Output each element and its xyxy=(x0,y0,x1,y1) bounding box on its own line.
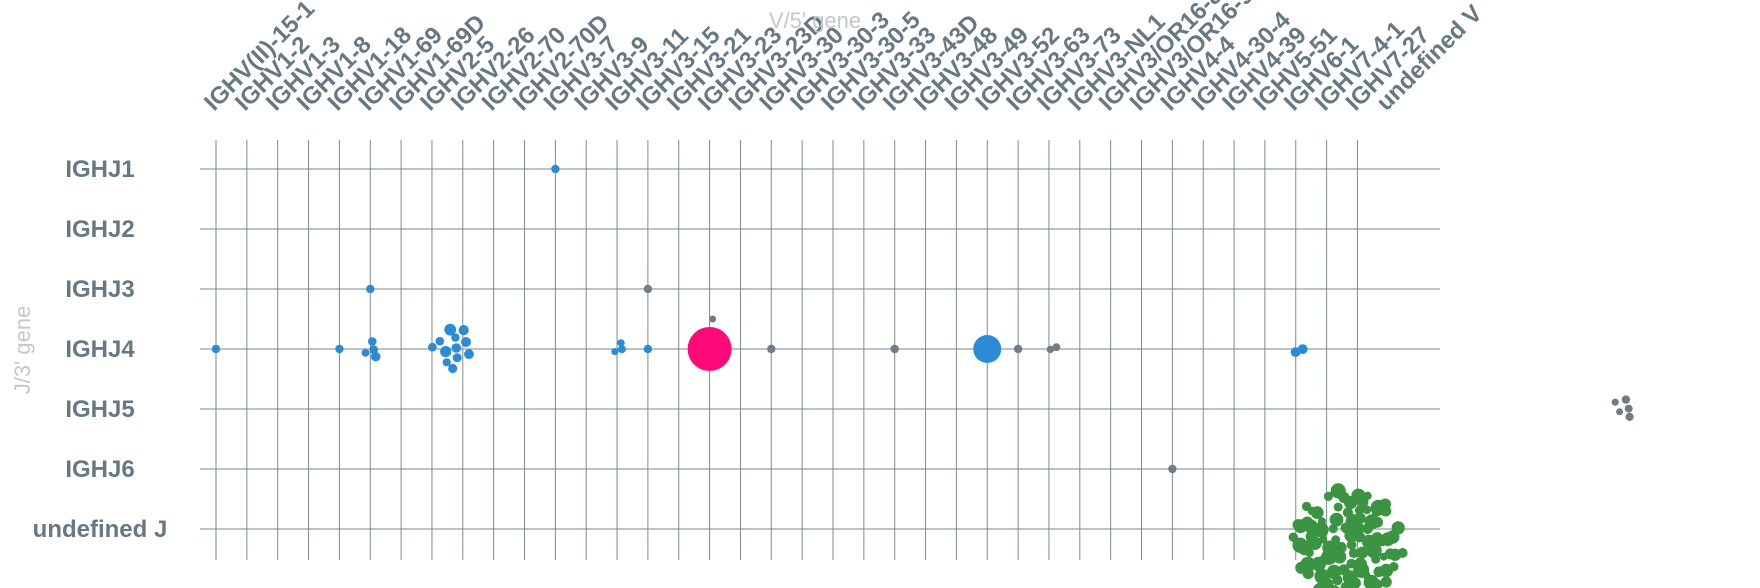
data-point xyxy=(1326,584,1340,588)
x-axis-title: V/5' gene xyxy=(769,8,861,33)
data-point xyxy=(643,344,653,354)
data-point xyxy=(1363,491,1372,500)
data-point xyxy=(1305,530,1318,543)
data-point xyxy=(1353,531,1365,543)
data-point xyxy=(452,353,462,363)
data-point xyxy=(1317,517,1326,526)
data-point xyxy=(1332,575,1343,586)
data-point xyxy=(1288,532,1299,542)
y-tick-label: IGHJ3 xyxy=(65,276,134,303)
data-point xyxy=(1348,548,1359,558)
data-point xyxy=(361,349,370,357)
data-point xyxy=(1391,521,1405,535)
data-point xyxy=(442,358,451,367)
data-point xyxy=(461,337,471,347)
data-point xyxy=(1397,548,1408,558)
data-point xyxy=(1052,343,1061,352)
data-point xyxy=(1616,408,1624,416)
data-point xyxy=(211,344,221,354)
data-point xyxy=(1292,537,1308,553)
data-point xyxy=(1356,546,1369,559)
data-point xyxy=(643,284,653,294)
data-point xyxy=(1046,345,1055,354)
data-point xyxy=(1624,404,1633,413)
data-point xyxy=(1371,554,1381,564)
data-point xyxy=(1311,556,1326,572)
data-point xyxy=(1301,501,1312,512)
data-point xyxy=(617,345,626,354)
grid-lines xyxy=(200,140,1440,560)
y-tick-labels: IGHJ1 IGHJ2 IGHJ3 IGHJ4 IGHJ5 IGHJ6 undefined … xyxy=(33,156,168,543)
data-point xyxy=(1362,505,1372,515)
data-point xyxy=(1366,542,1382,559)
y-tick-label: IGHJ5 xyxy=(65,396,134,423)
data-point xyxy=(1313,583,1327,588)
data-point xyxy=(458,325,469,336)
data-point xyxy=(440,346,452,358)
data-point xyxy=(1611,398,1619,406)
data-point xyxy=(1346,558,1357,569)
data-point xyxy=(448,363,458,374)
data-point xyxy=(1335,541,1347,554)
y-tick-label: IGHJ4 xyxy=(65,336,135,363)
data-point xyxy=(1333,502,1343,512)
data-point xyxy=(709,315,717,323)
data-point xyxy=(1341,584,1354,588)
data-point xyxy=(451,333,460,342)
data-point xyxy=(1342,507,1353,518)
data-point xyxy=(1168,464,1177,474)
data-point xyxy=(1292,519,1304,531)
data-point xyxy=(1328,524,1338,534)
data-point xyxy=(464,349,474,360)
data-point xyxy=(368,337,377,346)
data-point xyxy=(1349,577,1361,588)
data-point xyxy=(444,323,457,336)
data-point xyxy=(617,339,625,347)
data-point xyxy=(1295,561,1308,574)
data-point xyxy=(1323,491,1333,501)
data-point xyxy=(1379,498,1392,510)
data-point xyxy=(1389,562,1399,572)
y-axis-title: J/3' gene xyxy=(10,306,35,395)
data-point xyxy=(687,327,732,371)
data-point xyxy=(428,342,437,352)
data-point xyxy=(1354,505,1364,515)
data-point xyxy=(1372,516,1383,528)
y-tick-label: undefined J xyxy=(33,516,168,543)
data-point xyxy=(1370,578,1383,588)
data-point xyxy=(1329,512,1344,527)
data-point xyxy=(1013,344,1023,354)
y-tick-label: IGHJ1 xyxy=(65,156,134,183)
data-point xyxy=(1354,512,1366,525)
data-point xyxy=(335,344,344,354)
data-point xyxy=(973,335,1002,363)
data-point xyxy=(370,351,381,362)
data-point xyxy=(451,343,462,353)
data-point xyxy=(1346,539,1357,550)
data-point xyxy=(1380,576,1392,588)
data-point xyxy=(611,348,619,356)
data-point xyxy=(1333,550,1347,564)
data-point xyxy=(435,336,445,346)
data-points xyxy=(211,164,1634,588)
data-point xyxy=(1330,483,1346,499)
data-point xyxy=(551,164,560,174)
data-point xyxy=(1621,395,1631,404)
data-point xyxy=(366,284,375,294)
y-tick-label: IGHJ2 xyxy=(65,216,134,243)
data-point xyxy=(767,344,776,354)
y-tick-label: IGHJ6 xyxy=(65,456,134,483)
data-point xyxy=(890,344,899,354)
data-point xyxy=(1290,347,1301,357)
data-point xyxy=(1351,488,1366,503)
data-point xyxy=(1625,412,1634,421)
